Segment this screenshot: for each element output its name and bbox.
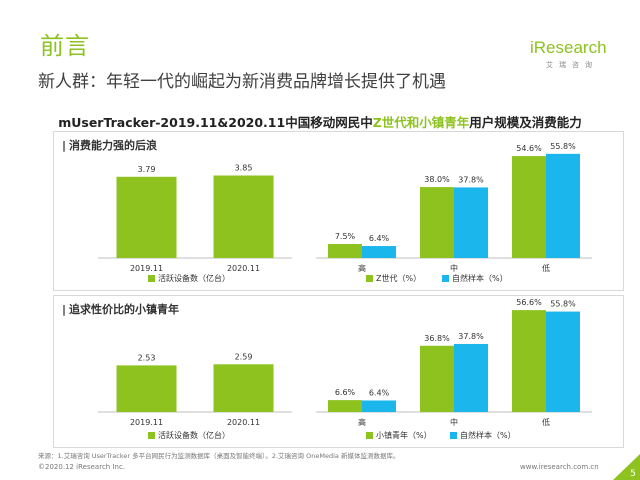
data-label: 54.6% xyxy=(516,144,542,153)
panel-title-text: 消费能力强的后浪 xyxy=(69,139,158,152)
logo-wordmark: iResearch xyxy=(530,38,607,57)
data-label: 55.8% xyxy=(550,142,576,151)
data-label: 55.8% xyxy=(550,300,576,309)
data-label: 38.0% xyxy=(424,175,450,184)
bar xyxy=(362,246,396,258)
page-number-badge: 5 xyxy=(613,454,640,480)
chart-heading-suffix: 用户规模及消费能力 xyxy=(469,115,582,130)
panel-title: | 追求性价比的小镇青年 xyxy=(62,301,179,317)
x-tick-label: 中 xyxy=(450,263,458,273)
logo-chinese-name: 艾瑞咨询 xyxy=(546,61,598,69)
x-tick-label: 中 xyxy=(450,417,458,427)
bar xyxy=(546,311,580,412)
bar xyxy=(213,364,274,412)
legend-label: 活跃设备数（亿台） xyxy=(158,273,230,283)
data-label: 3.85 xyxy=(235,164,253,173)
x-tick-label: 高 xyxy=(358,417,366,427)
data-label: 37.8% xyxy=(458,175,484,184)
bar xyxy=(512,156,546,258)
x-tick-label: 2019.11 xyxy=(130,264,163,273)
website-url: www.iresearch.com.cn xyxy=(520,463,599,471)
data-label: 6.6% xyxy=(335,388,356,397)
bar xyxy=(420,345,454,412)
chart-heading: mUserTracker-2019.11&2020.11中国移动网民中Z世代和小… xyxy=(0,112,640,131)
x-tick-label: 2020.11 xyxy=(227,264,260,273)
legend-swatch xyxy=(366,432,373,439)
data-label: 6.4% xyxy=(369,388,390,397)
bar xyxy=(116,365,177,412)
data-label: 3.79 xyxy=(138,165,156,174)
legend-swatch xyxy=(450,432,457,439)
copyright: ©2020.12 iResearch Inc. xyxy=(38,463,126,471)
chart-heading-highlight: Z世代和小镇青年 xyxy=(372,115,470,130)
legend-label: 活跃设备数（亿台） xyxy=(158,430,230,440)
x-tick-label: 2020.11 xyxy=(227,418,260,427)
bar xyxy=(328,244,362,258)
chart-heading-prefix: mUserTracker-2019.11&2020.11中国移动网民中 xyxy=(58,115,373,130)
x-tick-label: 高 xyxy=(358,263,366,273)
data-label: 6.4% xyxy=(369,234,390,243)
data-label: 2.59 xyxy=(235,352,253,361)
panel-title-marker: | xyxy=(62,139,67,152)
x-tick-label: 低 xyxy=(542,263,550,273)
source-note: 来源：1.艾瑞咨询 UserTracker 多平台网民行为监测数据库（桌面及智能… xyxy=(38,452,400,460)
data-label: 2.53 xyxy=(138,353,156,362)
bar xyxy=(116,176,177,258)
data-label: 36.8% xyxy=(424,334,450,343)
bar xyxy=(420,187,454,258)
panel-title-text: 追求性价比的小镇青年 xyxy=(69,303,180,316)
bar xyxy=(362,400,396,412)
bar xyxy=(454,343,488,412)
bar xyxy=(213,175,274,258)
panel-title-marker: | xyxy=(62,303,67,316)
iresearch-logo: iResearch 艾瑞咨询 xyxy=(530,38,610,78)
x-tick-label: 2019.11 xyxy=(130,418,163,427)
panel-title: | 消费能力强的后浪 xyxy=(62,137,157,153)
x-tick-label: 低 xyxy=(542,417,550,427)
page-number: 5 xyxy=(630,469,636,479)
bar xyxy=(328,400,362,412)
legend-label: 小镇青年（%） xyxy=(376,430,432,440)
legend-label: Z世代（%） xyxy=(376,273,421,283)
data-label: 56.6% xyxy=(516,298,542,307)
slide-subtitle: 新人群：年轻一代的崛起为新消费品牌增长提供了机遇 xyxy=(38,72,446,92)
legend-label: 自然样本（%） xyxy=(460,430,516,440)
legend-label: 自然样本（%） xyxy=(452,273,508,283)
data-label: 7.5% xyxy=(335,232,356,241)
data-label: 37.8% xyxy=(458,332,484,341)
legend-swatch xyxy=(442,275,449,282)
slide-title: 前言 xyxy=(40,32,90,60)
legend-swatch xyxy=(148,432,155,439)
page-corner-shape xyxy=(613,454,640,480)
bar xyxy=(512,310,546,412)
bar xyxy=(454,187,488,258)
bar xyxy=(546,153,580,258)
legend-swatch xyxy=(366,275,373,282)
legend-swatch xyxy=(148,275,155,282)
